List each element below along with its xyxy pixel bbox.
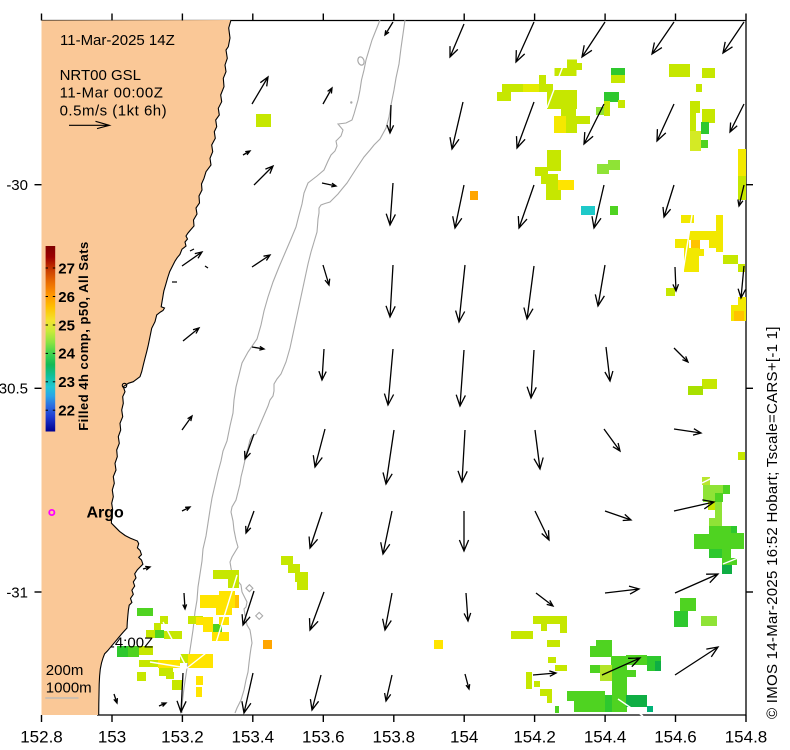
svg-text:© IMOS 14-Mar-2025 16:52 Hobar: © IMOS 14-Mar-2025 16:52 Hobart; Tscale=… <box>764 326 781 719</box>
svg-text:0.5m/s (1kt 6h): 0.5m/s (1kt 6h) <box>60 102 168 119</box>
svg-text:Argo: Argo <box>87 505 125 522</box>
svg-text:153.4: 153.4 <box>232 728 275 747</box>
svg-text:24: 24 <box>58 346 75 363</box>
svg-text:Filled 4h comp, p50, All Sats: Filled 4h comp, p50, All Sats <box>76 241 91 431</box>
svg-text:154.4: 154.4 <box>584 728 627 747</box>
svg-text:153: 153 <box>98 728 126 747</box>
svg-text:154.6: 154.6 <box>654 728 697 747</box>
svg-text:23: 23 <box>58 374 75 391</box>
svg-text:154.2: 154.2 <box>513 728 556 747</box>
svg-text:11-Mar-2025 14Z: 11-Mar-2025 14Z <box>60 32 175 49</box>
svg-text:1000m: 1000m <box>46 680 92 697</box>
svg-text:27: 27 <box>58 260 75 277</box>
svg-text:152.8: 152.8 <box>20 728 63 747</box>
svg-text:-30: -30 <box>6 177 28 194</box>
svg-text:22: 22 <box>58 403 75 420</box>
svg-text:11-Mar 00:00Z: 11-Mar 00:00Z <box>60 85 164 102</box>
svg-text:26: 26 <box>58 289 75 306</box>
svg-text:154: 154 <box>450 728 478 747</box>
svg-text:153.2: 153.2 <box>161 728 204 747</box>
svg-text:-31: -31 <box>6 584 28 601</box>
svg-text:NRT00 GSL: NRT00 GSL <box>60 67 141 84</box>
svg-text:200m: 200m <box>46 662 84 679</box>
svg-text:25: 25 <box>58 317 75 334</box>
svg-text:154.8: 154.8 <box>725 728 768 747</box>
svg-text:-30.5: -30.5 <box>0 381 28 398</box>
svg-text:153.8: 153.8 <box>373 728 416 747</box>
svg-text:153.6: 153.6 <box>302 728 345 747</box>
